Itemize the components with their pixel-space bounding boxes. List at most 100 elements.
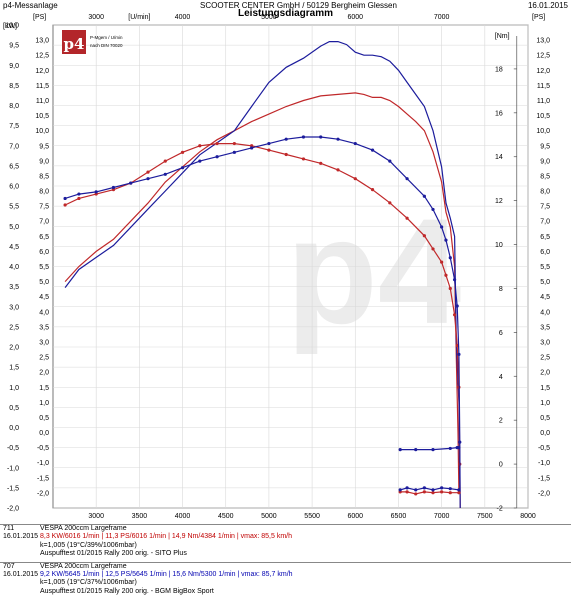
ps-tick-label-right: 8,5 bbox=[540, 173, 550, 180]
logo-box bbox=[62, 30, 86, 54]
ps-axis-label-right: [PS] bbox=[532, 14, 545, 21]
nm-tick-label: 0 bbox=[499, 462, 503, 469]
chart-title: Leistungsdiagramm bbox=[238, 8, 334, 19]
company-name: SCOOTER CENTER GmbH / 50129 Bergheim Gle… bbox=[200, 1, 397, 10]
kw-tick-label: 3,0 bbox=[9, 304, 19, 311]
data-point bbox=[431, 488, 435, 492]
data-point bbox=[444, 273, 448, 277]
legend-divider bbox=[0, 524, 571, 525]
x-tick-label: 8000 bbox=[520, 513, 536, 520]
kw-tick-label: 8,0 bbox=[9, 103, 19, 110]
data-point bbox=[444, 238, 448, 242]
data-point bbox=[431, 448, 435, 452]
ps-tick-label-left: 1,0 bbox=[39, 400, 49, 407]
kw-tick-label: 9,0 bbox=[9, 63, 19, 70]
logo-text: p4 bbox=[64, 35, 85, 53]
ps-tick-label-right: 6,0 bbox=[540, 249, 550, 256]
data-point bbox=[440, 486, 444, 490]
ps-tick-label-right: 10,0 bbox=[536, 128, 550, 135]
ps-tick-label-right: 8,0 bbox=[540, 189, 550, 196]
ps-tick-label-right: 7,5 bbox=[540, 204, 550, 211]
data-point bbox=[198, 159, 202, 163]
data-point bbox=[457, 491, 461, 495]
ps-tick-label-right: 2,0 bbox=[540, 370, 550, 377]
kw-tick-label: 1,5 bbox=[9, 365, 19, 372]
data-point bbox=[232, 141, 236, 146]
data-point bbox=[414, 448, 418, 452]
data-point bbox=[405, 490, 409, 494]
x-tick-label: 3500 bbox=[132, 513, 148, 520]
ps-tick-label-left: 11,0 bbox=[36, 98, 49, 105]
ps-tick-label-left: 1,5 bbox=[39, 385, 49, 392]
ps-tick-label-right: 1,0 bbox=[540, 400, 550, 407]
data-point bbox=[457, 352, 461, 356]
run2-summary: 9,2 KW/5645 1/min | 12,5 PS/5645 1/min |… bbox=[40, 570, 293, 578]
kw-tick-label: -2,0 bbox=[7, 506, 19, 513]
ps-tick-label-left: 2,0 bbox=[39, 370, 49, 377]
ps-tick-label-right: 3,5 bbox=[540, 324, 550, 331]
data-point bbox=[319, 135, 323, 139]
data-point bbox=[267, 148, 271, 152]
ps-tick-label-left: 2,5 bbox=[39, 355, 49, 362]
data-point bbox=[448, 286, 452, 291]
data-point bbox=[457, 446, 461, 450]
data-point bbox=[215, 141, 219, 146]
x-top-tick-label: 4000 bbox=[175, 14, 191, 21]
ps-tick-label-left: 3,0 bbox=[39, 339, 49, 346]
run1-vehicle: VESPA 200ccm Largeframe bbox=[40, 525, 127, 532]
kw-tick-label: 2,5 bbox=[9, 324, 19, 331]
data-point bbox=[353, 141, 357, 146]
data-point bbox=[63, 196, 67, 201]
data-point bbox=[448, 256, 452, 260]
ps-tick-label-right: 4,0 bbox=[540, 309, 550, 316]
app-name: p4-Messanlage bbox=[3, 1, 58, 10]
ps-tick-label-right: 5,5 bbox=[540, 264, 550, 271]
ps-tick-label-left: 0,0 bbox=[39, 430, 49, 437]
series-line bbox=[64, 92, 460, 493]
kw-tick-label: 7,0 bbox=[9, 143, 19, 150]
data-point bbox=[388, 201, 392, 205]
ps-tick-label-right: 11,0 bbox=[537, 98, 550, 105]
ps-tick-label-right: 2,5 bbox=[540, 355, 550, 362]
ps-tick-label-left: 12,0 bbox=[35, 68, 49, 75]
data-point bbox=[405, 177, 409, 181]
ps-tick-label-right: 1,5 bbox=[540, 385, 550, 392]
ps-tick-label-left: 3,5 bbox=[39, 324, 49, 331]
data-point bbox=[422, 194, 426, 198]
x-tick-label: 6000 bbox=[347, 513, 363, 520]
data-point bbox=[129, 181, 133, 185]
logo-note: P-Mgem / U/min bbox=[90, 35, 123, 40]
data-point bbox=[414, 492, 418, 496]
kw-tick-label: 10,0 bbox=[5, 23, 19, 30]
ps-tick-label-left: 9,0 bbox=[39, 158, 49, 165]
x-top-tick-label: 5000 bbox=[261, 14, 277, 21]
ps-tick-label-left: 0,5 bbox=[39, 415, 49, 422]
ps-tick-label-right: -2,0 bbox=[538, 490, 550, 497]
ps-tick-label-left: 13,0 bbox=[35, 38, 49, 45]
data-point bbox=[319, 161, 323, 165]
kw-tick-label: 8,5 bbox=[9, 83, 19, 90]
data-point bbox=[452, 313, 457, 317]
data-point bbox=[448, 491, 452, 495]
x-tick-label: 5000 bbox=[261, 513, 277, 520]
nm-tick-label: 8 bbox=[499, 286, 503, 293]
legend: 711 VESPA 200ccm Largeframe 16.01.2015 8,3… bbox=[0, 524, 571, 596]
nm-tick-label: 18 bbox=[495, 66, 503, 73]
kw-tick-label: 1,0 bbox=[9, 385, 19, 392]
kw-tick-label: 3,5 bbox=[9, 284, 19, 291]
data-point bbox=[405, 486, 409, 490]
ps-tick-label-left: -0,5 bbox=[37, 445, 49, 452]
data-point bbox=[457, 488, 461, 492]
nm-tick-label: 6 bbox=[499, 330, 503, 337]
kw-tick-label: -0,5 bbox=[7, 445, 19, 452]
header-date: 16.01.2015 bbox=[527, 1, 568, 10]
ps-tick-label-right: 0,5 bbox=[540, 415, 550, 422]
ps-tick-label-left: -1,5 bbox=[37, 475, 49, 482]
data-point bbox=[422, 486, 426, 490]
data-point bbox=[163, 159, 167, 163]
ps-tick-label-right: 9,5 bbox=[540, 143, 550, 150]
data-point bbox=[284, 137, 288, 141]
ps-tick-label-right: 6,5 bbox=[540, 234, 550, 241]
data-point bbox=[146, 177, 150, 181]
kw-tick-label: 7,5 bbox=[9, 123, 19, 130]
